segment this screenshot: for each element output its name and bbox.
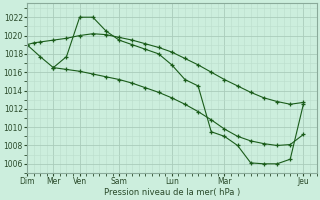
X-axis label: Pression niveau de la mer( hPa ): Pression niveau de la mer( hPa ) [104, 188, 240, 197]
